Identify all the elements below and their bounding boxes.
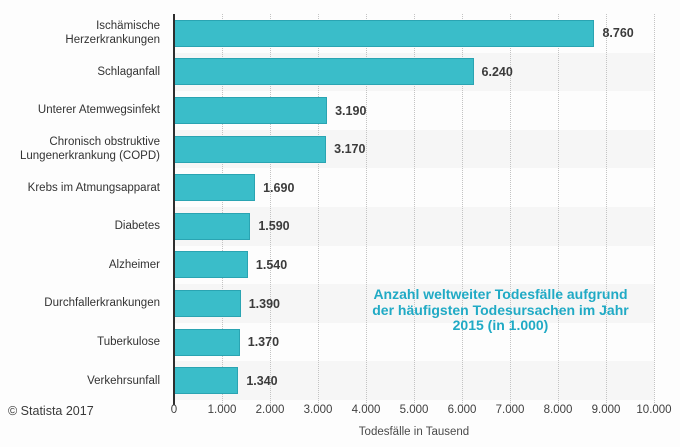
x-tick-label: 2.000 xyxy=(255,404,285,416)
annotation-line-2: der häufigsten Todesursachen im Jahr xyxy=(372,301,629,318)
x-tick-label: 8.000 xyxy=(543,404,573,416)
value-label: 1.340 xyxy=(246,373,278,388)
category-label: Verkehrsunfall xyxy=(87,374,160,387)
bar-9 xyxy=(174,328,240,356)
category-label: Diabetes xyxy=(114,220,160,233)
value-label: 1.370 xyxy=(247,335,280,350)
bar-8 xyxy=(174,290,241,317)
value-label: 8.760 xyxy=(602,26,634,41)
category-label: Schlaganfall xyxy=(97,65,160,78)
gridline xyxy=(654,14,655,405)
category-label: Tuberkulose xyxy=(97,336,160,349)
gridline xyxy=(270,14,271,405)
x-tick-label: 6.000 xyxy=(447,404,477,416)
bar-5 xyxy=(174,174,256,202)
gridline xyxy=(366,14,367,405)
bar-3 xyxy=(174,97,328,124)
copyright-notice: © Statista 2017 xyxy=(8,404,94,418)
category-label: Ischämische Herzerkrankungen xyxy=(65,20,160,47)
gridline xyxy=(414,14,415,405)
bar-4 xyxy=(174,135,327,163)
x-axis-title: Todesfälle in Tausend xyxy=(358,426,470,438)
value-label: 3.170 xyxy=(334,142,366,157)
value-label: 3.190 xyxy=(335,103,367,118)
bar-1 xyxy=(174,19,595,47)
x-tick-label: 1.000 xyxy=(207,404,237,416)
plot-area: 8.760 6.240 3.190 3.170 1.690 1.590 1.540 1.390… xyxy=(174,14,655,405)
category-label: Chronisch obstruktive Lungenerkrankung (… xyxy=(20,136,160,163)
category-label: Alzheimer xyxy=(108,258,160,271)
x-tick-label: 7.000 xyxy=(495,404,525,416)
chart-annotation: Anzahl weltweiter Todesfälle aufgrund de… xyxy=(328,286,673,334)
gridline xyxy=(462,14,463,405)
gridline xyxy=(510,14,511,405)
category-label: Durchfallerkrankungen xyxy=(44,297,160,310)
bar-10 xyxy=(174,367,239,395)
x-tick-label: 10.000 xyxy=(636,404,672,416)
gridline xyxy=(558,14,559,405)
x-tick-label: 5.000 xyxy=(399,404,429,416)
value-label: 1.590 xyxy=(258,219,290,234)
value-label: 6.240 xyxy=(481,64,513,79)
y-axis-line xyxy=(173,14,175,405)
gridline xyxy=(222,14,223,405)
x-tick-label: 9.000 xyxy=(591,404,621,416)
gridline xyxy=(606,14,607,405)
annotation-line-3: 2015 (in 1.000) xyxy=(452,317,549,333)
gridline xyxy=(318,14,319,405)
bar-6 xyxy=(174,212,251,240)
bar-2 xyxy=(174,58,474,86)
x-tick-label: 0 xyxy=(170,404,178,416)
x-axis-tick-labels: 0 1.000 2.000 3.000 4.000 5.000 6.000 7.000 8.00… xyxy=(0,404,680,420)
value-label: 1.540 xyxy=(255,257,288,272)
category-label: Unterer Atemwegsinfekt xyxy=(37,104,160,117)
x-tick-label: 4.000 xyxy=(351,404,381,416)
annotation-line-1: Anzahl weltweiter Todesfälle aufgrund xyxy=(373,286,628,302)
value-label: 1.390 xyxy=(248,296,280,311)
category-label: Krebs im Atmungsapparat xyxy=(27,181,160,194)
bar-7 xyxy=(174,251,248,279)
value-label: 1.690 xyxy=(263,180,295,195)
x-tick-label: 3.000 xyxy=(303,404,333,416)
